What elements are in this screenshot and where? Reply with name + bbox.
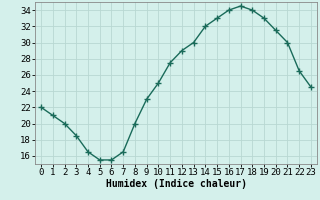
- X-axis label: Humidex (Indice chaleur): Humidex (Indice chaleur): [106, 179, 246, 189]
